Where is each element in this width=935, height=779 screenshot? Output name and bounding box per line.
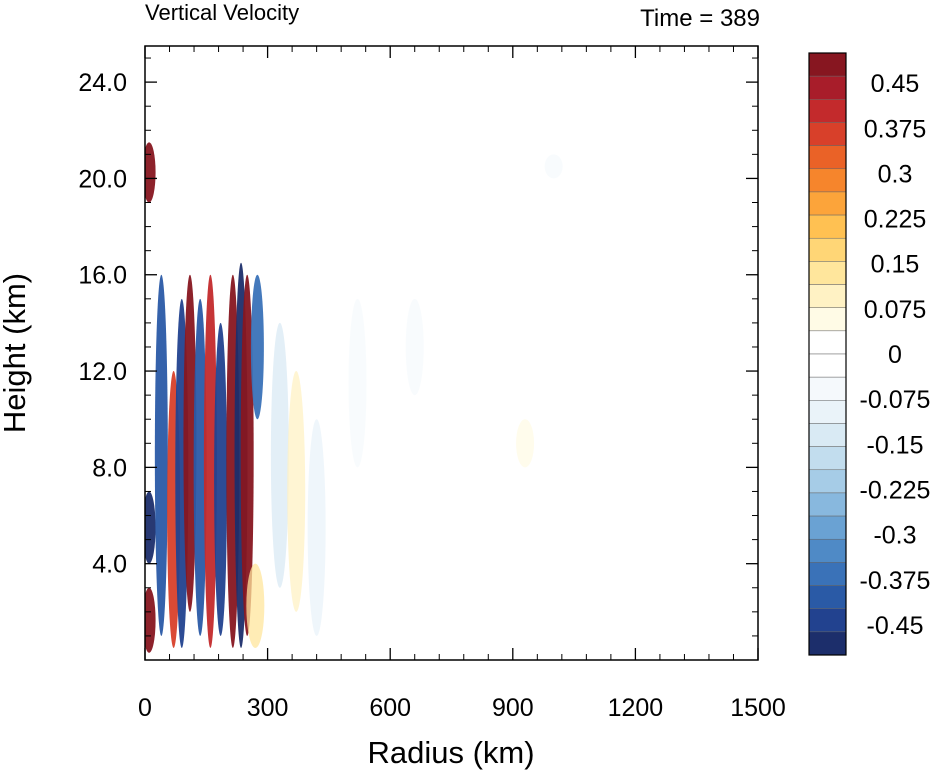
colorbar-label: -0.075	[860, 386, 931, 414]
colorbar-label: -0.225	[860, 476, 931, 504]
velocity-field	[145, 142, 563, 653]
velocity-band-20	[516, 419, 535, 468]
colorbar-label: 0.3	[878, 160, 913, 188]
colorbar-swatch	[808, 446, 847, 471]
colorbar-swatch	[808, 214, 847, 239]
x-tick-label: 900	[492, 694, 534, 722]
colorbar-swatch	[808, 75, 847, 100]
colorbar-swatch	[808, 469, 847, 494]
velocity-band-6	[183, 274, 197, 612]
colorbar-label: -0.375	[860, 567, 931, 595]
colorbar-swatch	[808, 191, 847, 216]
colorbar-swatch	[808, 261, 847, 285]
y-tick-label: 24.0	[78, 69, 127, 97]
velocity-band-2	[145, 142, 156, 203]
colorbar-label: 0.075	[864, 296, 927, 324]
x-tick-label: 300	[247, 694, 289, 722]
colorbar-swatch	[808, 562, 847, 586]
y-axis-title: Height (km)	[0, 273, 32, 433]
velocity-band-3	[154, 274, 168, 636]
colorbar-swatch	[808, 145, 847, 170]
colorbar-label: 0.375	[864, 115, 927, 143]
colorbar-swatch	[808, 353, 847, 378]
plot-frame	[144, 45, 759, 661]
x-tick-label: 1500	[730, 694, 786, 722]
y-tick-label: 12.0	[78, 358, 127, 386]
x-tick-label: 0	[138, 694, 152, 722]
colorbar-swatch	[808, 538, 847, 563]
velocity-band-0	[145, 587, 156, 653]
velocity-band-12	[240, 274, 254, 636]
y-tick-label: 8.0	[92, 454, 127, 482]
colorbar-label: -0.3	[873, 522, 916, 550]
colorbar-label: 0.225	[864, 206, 927, 234]
colorbar-label: 0.45	[871, 70, 920, 98]
y-tick-label: 4.0	[92, 551, 127, 579]
colorbar-swatch	[808, 99, 847, 123]
colorbar-swatch	[808, 631, 847, 656]
colorbar-frame	[808, 52, 847, 656]
x-axis: 0 300 600 900 1200 1500	[138, 46, 786, 722]
colorbar-swatch	[808, 168, 847, 193]
chart-title: Vertical Velocity	[145, 0, 299, 25]
colorbar-swatch	[808, 400, 847, 424]
velocity-band-19	[405, 298, 424, 396]
x-tick-label: 600	[369, 694, 411, 722]
colorbar-swatch	[808, 423, 847, 447]
colorbar-swatch	[808, 237, 847, 262]
y-axis: 4.0 8.0 12.0 16.0 20.0 24.0	[78, 57, 758, 637]
velocity-band-8	[203, 274, 217, 648]
colorbar-swatch	[808, 492, 847, 517]
velocity-band-18	[348, 298, 367, 468]
colorbar-swatch	[808, 122, 847, 146]
colorbar-label: 0	[888, 341, 902, 369]
velocity-band-1	[145, 491, 156, 564]
x-tick-label: 1200	[608, 694, 664, 722]
colorbar-swatch	[808, 585, 847, 609]
colorbar-swatch	[808, 376, 847, 401]
x-axis-title: Radius (km)	[367, 735, 534, 770]
velocity-band-21	[544, 154, 563, 179]
colorbar-swatch	[808, 330, 847, 355]
colorbar-swatch	[808, 515, 847, 540]
velocity-band-16	[287, 371, 306, 612]
colorbar: 0.45 0.375 0.3 0.225 0.15 0.075 0 -0.075 -0.15 -0…	[808, 52, 931, 656]
colorbar-label: -0.15	[867, 431, 924, 459]
colorbar-swatch	[808, 307, 847, 332]
velocity-band-17	[307, 419, 326, 636]
y-tick-label: 20.0	[78, 165, 127, 193]
y-tick-label: 16.0	[78, 262, 127, 290]
velocity-band-13	[250, 274, 264, 420]
colorbar-swatch	[808, 608, 847, 633]
velocity-band-14	[246, 563, 265, 648]
velocity-band-7	[193, 298, 207, 636]
time-label: Time = 389	[640, 5, 760, 32]
velocity-band-9	[214, 322, 228, 636]
colorbar-swatch	[808, 52, 847, 77]
colorbar-label: -0.45	[867, 612, 924, 640]
velocity-band-15	[270, 322, 289, 588]
colorbar-label: 0.15	[871, 251, 920, 279]
colorbar-swatch	[808, 284, 847, 308]
